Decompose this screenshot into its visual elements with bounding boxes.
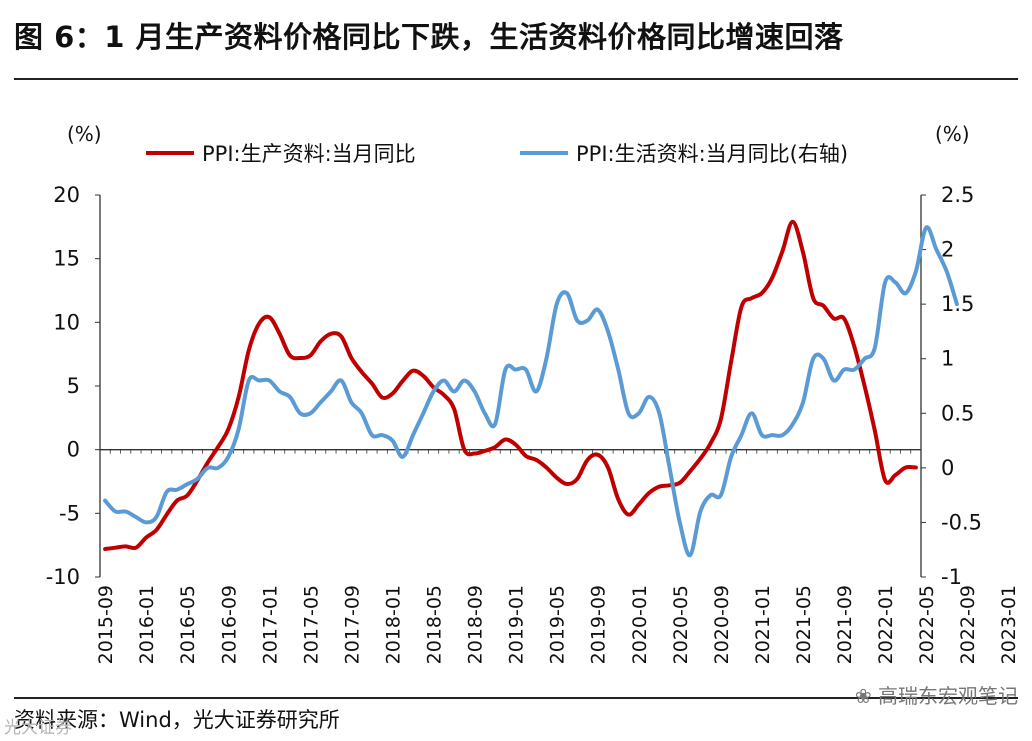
right-axis-unit: (%) (935, 122, 970, 146)
right-tick-label: 2.5 (941, 183, 974, 207)
left-tick-label: 5 (67, 374, 80, 398)
watermark-corner: 光大证券 (4, 718, 72, 738)
series-line-ppi-production (103, 219, 918, 551)
x-tick-label: 2016-09 (218, 585, 240, 664)
title-rule (14, 78, 1018, 80)
x-tick-label: 2020-05 (670, 585, 692, 664)
page-title: 图 6：1 月生产资料价格同比下跌，生活资料价格同比增速回落 (14, 20, 844, 54)
x-tick-label: 2020-01 (629, 585, 651, 664)
x-tick-label: 2016-01 (136, 585, 158, 664)
left-tick-label: 0 (67, 438, 80, 462)
watermark: ❀ 高瑞东宏观笔记 (854, 684, 1018, 708)
x-tick-label: 2022-09 (957, 585, 979, 664)
left-tick-label: 20 (53, 183, 80, 207)
x-tick-label: 2019-05 (547, 585, 569, 664)
series-line-ppi-consumer (103, 225, 959, 558)
x-tick-label: 2021-05 (793, 585, 815, 664)
x-tick-label: 2018-01 (382, 585, 404, 664)
x-tick-label: 2017-05 (300, 585, 322, 664)
x-tick-label: 2020-09 (711, 585, 733, 664)
legend-label-ppi-consumer: PPI:生活资料:当月同比(右轴) (576, 142, 848, 166)
x-tick-label: 2018-05 (424, 585, 446, 664)
x-tick-label: 2017-09 (341, 585, 363, 664)
left-tick-label: -5 (59, 501, 80, 525)
left-tick-label: 10 (53, 310, 80, 334)
left-tick-label: 15 (53, 247, 80, 271)
x-tick-label: 2023-01 (998, 585, 1020, 664)
x-tick-label: 2021-01 (752, 585, 774, 664)
right-tick-label: 1 (941, 347, 954, 371)
right-tick-label: 0.5 (941, 401, 974, 425)
x-tick-label: 2022-01 (875, 585, 897, 664)
legend: PPI:生产资料:当月同比 PPI:生活资料:当月同比(右轴) (146, 142, 848, 166)
x-tick-label: 2016-05 (177, 585, 199, 664)
watermark-text: 高瑞东宏观笔记 (878, 684, 1018, 708)
left-tick-label: -10 (46, 565, 80, 589)
x-tick-label: 2019-09 (588, 585, 610, 664)
left-axis-unit: (%) (67, 122, 102, 146)
legend-label-ppi-production: PPI:生产资料:当月同比 (202, 142, 416, 166)
right-tick-label: 0 (941, 456, 954, 480)
right-tick-label: 2 (941, 238, 954, 262)
x-tick-label: 2018-09 (465, 585, 487, 664)
x-tick-label: 2019-01 (506, 585, 528, 664)
right-tick-label: -0.5 (941, 510, 982, 534)
x-tick-label: 2017-01 (259, 585, 281, 664)
x-tick-label: 2022-05 (916, 585, 938, 664)
source-note: 资料来源：Wind，光大证券研究所 (14, 708, 340, 732)
x-tick-label: 2015-09 (95, 585, 117, 664)
source-rule (14, 697, 1018, 699)
x-tick-label: 2021-09 (834, 585, 856, 664)
right-tick-label: -1 (941, 565, 962, 589)
